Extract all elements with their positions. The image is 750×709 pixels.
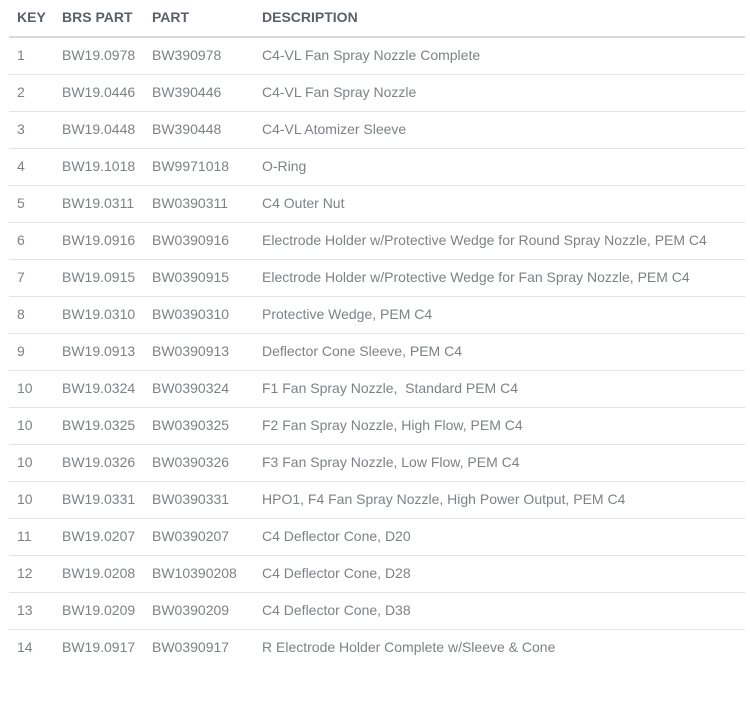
table-row: 11 BW19.0207 BW0390207 C4 Deflector Cone, D… (9, 517, 745, 556)
header-row: KEY BRS PART PART DESCRIPTION (9, 0, 745, 38)
cell-brs-part: BW19.0916 (54, 221, 144, 260)
cell-part: BW0390331 (144, 480, 254, 519)
cell-description: C4 Deflector Cone, D38 (254, 591, 745, 630)
cell-description: Electrode Holder w/Protective Wedge for … (254, 221, 745, 260)
cell-description: C4 Deflector Cone, D20 (254, 517, 745, 556)
cell-brs-part: BW19.0208 (54, 554, 144, 593)
cell-description: C4 Deflector Cone, D28 (254, 554, 745, 593)
cell-description: F2 Fan Spray Nozzle, High Flow, PEM C4 (254, 406, 745, 445)
cell-key: 5 (9, 184, 54, 223)
table-row: 4 BW19.1018 BW9971018 O-Ring (9, 147, 745, 186)
column-header-brs-part: BRS PART (54, 0, 144, 38)
cell-key: 3 (9, 110, 54, 149)
cell-key: 12 (9, 554, 54, 593)
cell-key: 10 (9, 443, 54, 482)
cell-key: 8 (9, 295, 54, 334)
cell-brs-part: BW19.0915 (54, 258, 144, 297)
table-row: 5 BW19.0311 BW0390311 C4 Outer Nut (9, 184, 745, 223)
cell-description: C4-VL Fan Spray Nozzle (254, 73, 745, 112)
cell-key: 2 (9, 73, 54, 112)
column-header-key: KEY (9, 0, 54, 38)
cell-part: BW9971018 (144, 147, 254, 186)
cell-part: BW0390916 (144, 221, 254, 260)
cell-key: 1 (9, 36, 54, 75)
cell-part: BW0390310 (144, 295, 254, 334)
table-row: 3 BW19.0448 BW390448 C4-VL Atomizer Sleeve (9, 110, 745, 149)
table-row: 14 BW19.0917 BW0390917 R Electrode Holder C… (9, 628, 745, 666)
cell-brs-part: BW19.0324 (54, 369, 144, 408)
cell-key: 6 (9, 221, 54, 260)
cell-part: BW0390917 (144, 628, 254, 666)
cell-description: Electrode Holder w/Protective Wedge for … (254, 258, 745, 297)
cell-description: Protective Wedge, PEM C4 (254, 295, 745, 334)
cell-description: F3 Fan Spray Nozzle, Low Flow, PEM C4 (254, 443, 745, 482)
cell-brs-part: BW19.1018 (54, 147, 144, 186)
cell-part: BW0390324 (144, 369, 254, 408)
cell-description: C4 Outer Nut (254, 184, 745, 223)
table-row: 10 BW19.0326 BW0390326 F3 Fan Spray Nozzle,… (9, 443, 745, 482)
cell-part: BW10390208 (144, 554, 254, 593)
cell-brs-part: BW19.0207 (54, 517, 144, 556)
cell-part: BW0390207 (144, 517, 254, 556)
cell-part: BW390978 (144, 36, 254, 75)
table-row: 2 BW19.0446 BW390446 C4-VL Fan Spray Nozzle (9, 73, 745, 112)
cell-key: 10 (9, 369, 54, 408)
cell-part: BW0390326 (144, 443, 254, 482)
cell-part: BW390446 (144, 73, 254, 112)
column-header-part: PART (144, 0, 254, 38)
cell-description: Deflector Cone Sleeve, PEM C4 (254, 332, 745, 371)
cell-brs-part: BW19.0326 (54, 443, 144, 482)
cell-brs-part: BW19.0209 (54, 591, 144, 630)
cell-description: C4-VL Atomizer Sleeve (254, 110, 745, 149)
cell-description: R Electrode Holder Complete w/Sleeve & C… (254, 628, 745, 666)
table-row: 10 BW19.0324 BW0390324 F1 Fan Spray Nozzle,… (9, 369, 745, 408)
parts-table-body: 1 BW19.0978 BW390978 C4-VL Fan Spray Nozzle… (9, 36, 745, 666)
table-row: 9 BW19.0913 BW0390913 Deflector Cone Sleeve… (9, 332, 745, 371)
cell-key: 10 (9, 480, 54, 519)
cell-part: BW0390913 (144, 332, 254, 371)
cell-brs-part: BW19.0917 (54, 628, 144, 666)
cell-key: 9 (9, 332, 54, 371)
parts-table-header: KEY BRS PART PART DESCRIPTION (9, 0, 745, 38)
cell-brs-part: BW19.0448 (54, 110, 144, 149)
parts-table: KEY BRS PART PART DESCRIPTION 1 BW19.0978… (9, 0, 745, 666)
cell-brs-part: BW19.0331 (54, 480, 144, 519)
cell-brs-part: BW19.0311 (54, 184, 144, 223)
cell-key: 14 (9, 628, 54, 666)
cell-key: 10 (9, 406, 54, 445)
cell-part: BW390448 (144, 110, 254, 149)
cell-key: 13 (9, 591, 54, 630)
cell-description: F1 Fan Spray Nozzle, Standard PEM C4 (254, 369, 745, 408)
cell-part: BW0390915 (144, 258, 254, 297)
cell-part: BW0390209 (144, 591, 254, 630)
table-row: 12 BW19.0208 BW10390208 C4 Deflector Cone, … (9, 554, 745, 593)
cell-key: 4 (9, 147, 54, 186)
table-row: 13 BW19.0209 BW0390209 C4 Deflector Cone, D… (9, 591, 745, 630)
cell-key: 7 (9, 258, 54, 297)
table-row: 8 BW19.0310 BW0390310 Protective Wedge, PEM… (9, 295, 745, 334)
cell-description: O-Ring (254, 147, 745, 186)
cell-brs-part: BW19.0978 (54, 36, 144, 75)
cell-brs-part: BW19.0325 (54, 406, 144, 445)
table-row: 1 BW19.0978 BW390978 C4-VL Fan Spray Nozzle… (9, 36, 745, 75)
cell-brs-part: BW19.0913 (54, 332, 144, 371)
cell-brs-part: BW19.0446 (54, 73, 144, 112)
table-row: 7 BW19.0915 BW0390915 Electrode Holder w/Pr… (9, 258, 745, 297)
column-header-description: DESCRIPTION (254, 0, 745, 38)
cell-part: BW0390325 (144, 406, 254, 445)
table-row: 10 BW19.0325 BW0390325 F2 Fan Spray Nozzle,… (9, 406, 745, 445)
table-row: 10 BW19.0331 BW0390331 HPO1, F4 Fan Spray N… (9, 480, 745, 519)
cell-part: BW0390311 (144, 184, 254, 223)
cell-description: HPO1, F4 Fan Spray Nozzle, High Power Ou… (254, 480, 745, 519)
table-row: 6 BW19.0916 BW0390916 Electrode Holder w/Pr… (9, 221, 745, 260)
cell-key: 11 (9, 517, 54, 556)
cell-brs-part: BW19.0310 (54, 295, 144, 334)
cell-description: C4-VL Fan Spray Nozzle Complete (254, 36, 745, 75)
